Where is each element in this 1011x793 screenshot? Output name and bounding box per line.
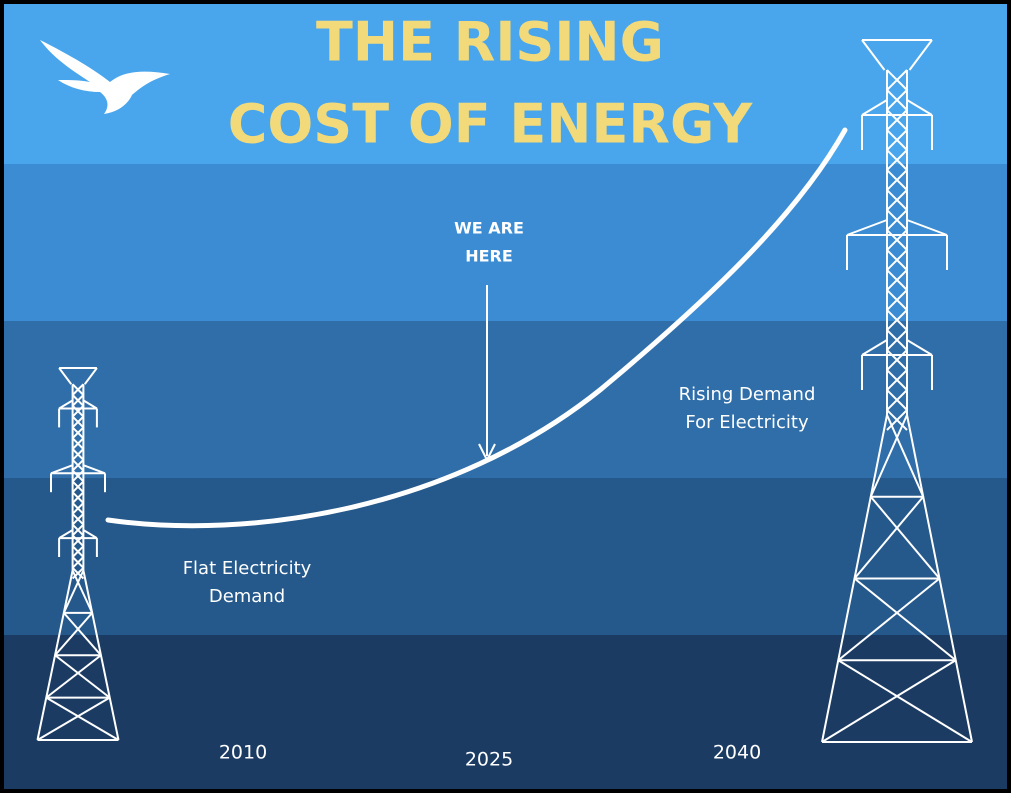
- tower-line: [908, 39, 933, 71]
- tower-line: [71, 513, 85, 526]
- tower-line: [71, 437, 85, 450]
- tower-line: [83, 464, 106, 475]
- year-label: 2010: [219, 742, 267, 764]
- annotation: HERE: [465, 247, 513, 266]
- tower-line: [45, 696, 120, 741]
- tower-line: [83, 367, 98, 385]
- tower-line: [62, 570, 85, 614]
- tower-line: [71, 448, 85, 461]
- tower-line: [71, 415, 85, 429]
- tower-line: [45, 654, 102, 699]
- annotation: For Electricity: [685, 412, 809, 433]
- tower-line: [886, 89, 908, 111]
- annotation: Flat Electricity: [183, 558, 312, 579]
- tower-line: [886, 329, 908, 351]
- tower-line: [861, 39, 886, 71]
- tower-line: [861, 99, 888, 116]
- tower-line: [63, 612, 102, 656]
- tower-line: [71, 459, 85, 472]
- tower-line: [71, 567, 85, 580]
- tower-line: [886, 209, 908, 231]
- tower-line: [886, 289, 908, 311]
- tower-line: [71, 502, 85, 515]
- year-label: 2025: [465, 749, 513, 771]
- tower-line: [886, 389, 908, 411]
- tower-line: [71, 394, 85, 407]
- tower-line: [886, 349, 908, 371]
- tower-line: [50, 464, 73, 475]
- tower-line: [886, 129, 908, 151]
- tower-line: [71, 491, 85, 504]
- tower-line: [886, 409, 908, 431]
- logo: [40, 40, 170, 114]
- annotation: Demand: [209, 586, 285, 607]
- tower-line: [886, 309, 908, 331]
- tower-line: [54, 654, 111, 699]
- tower-line: [886, 414, 925, 498]
- year-label: 2040: [713, 742, 761, 764]
- tower-line: [886, 169, 908, 191]
- tower-line: [853, 496, 925, 580]
- towers: [36, 39, 973, 743]
- tower-line: [886, 69, 908, 91]
- tower-line: [71, 570, 94, 614]
- tower-line: [71, 523, 85, 537]
- tower-line: [886, 109, 908, 131]
- arrow-head: [478, 443, 496, 463]
- tower-line: [886, 369, 908, 391]
- tower-line: [886, 249, 908, 271]
- tower-line: [861, 339, 888, 356]
- annotation: WE ARE: [454, 219, 524, 238]
- tower-line: [886, 189, 908, 211]
- tower-line: [906, 99, 933, 116]
- tower-line: [869, 496, 941, 580]
- tower-line: [71, 426, 85, 439]
- tower-line: [54, 612, 93, 656]
- band: [4, 321, 1007, 478]
- tower-line: [906, 219, 948, 236]
- title-line: THE RISING: [316, 11, 664, 74]
- tower-line: [71, 556, 85, 569]
- tower-line: [71, 545, 85, 558]
- title-line: COST OF ENERGY: [228, 93, 753, 156]
- tower-line: [82, 529, 98, 539]
- annotation: Rising Demand: [679, 384, 816, 405]
- tower-line: [869, 414, 908, 498]
- tower-line: [853, 577, 957, 662]
- tower-line: [886, 229, 908, 251]
- band: [4, 164, 1007, 321]
- tower-line: [71, 383, 85, 396]
- demand-curve: [105, 127, 848, 529]
- tower-line: [58, 529, 74, 539]
- tower-line: [837, 577, 941, 662]
- tower-line: [821, 659, 957, 743]
- tower-line: [886, 149, 908, 171]
- tower-line: [36, 696, 111, 741]
- tower-line: [846, 219, 888, 236]
- tower-line: [82, 399, 98, 410]
- tower-line: [886, 269, 908, 291]
- tower-line: [906, 339, 933, 356]
- tower-line: [71, 480, 85, 493]
- band: [4, 478, 1007, 635]
- tower-line: [837, 659, 973, 743]
- tower-line: [58, 399, 74, 410]
- tower-line: [58, 367, 73, 385]
